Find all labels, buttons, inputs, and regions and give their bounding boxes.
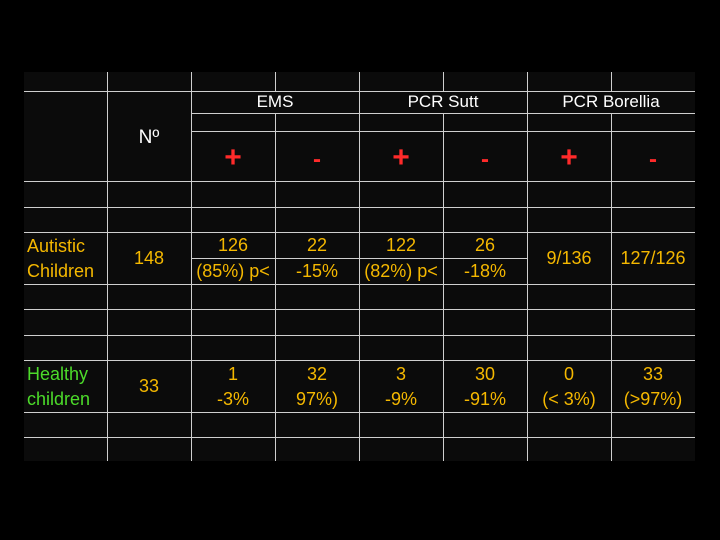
healthy-ems-plus: 1 -3% xyxy=(191,361,275,412)
row-label-healthy: Healthy children xyxy=(24,362,110,412)
healthy-ems-plus-count: 1 xyxy=(227,363,238,384)
vline xyxy=(443,114,444,461)
hline xyxy=(24,284,695,285)
autistic-sutt-minus-count: 26 xyxy=(474,235,496,255)
hline xyxy=(24,309,695,310)
header-n: Nº xyxy=(138,127,160,148)
healthy-sutt-minus-count: 30 xyxy=(474,363,496,384)
hline xyxy=(24,412,695,413)
autistic-ems-minus-count: 22 xyxy=(306,235,328,255)
healthy-borellia-minus: 33 (>97%) xyxy=(611,361,695,412)
ems-minus-sign: - xyxy=(313,146,321,173)
healthy-sutt-plus-pct: -9% xyxy=(384,388,417,409)
autistic-borellia-minus: 127/126 xyxy=(620,248,686,268)
healthy-sutt-minus: 30 -91% xyxy=(443,361,527,412)
vline xyxy=(611,72,612,91)
hline xyxy=(191,113,695,114)
hline xyxy=(24,437,695,438)
healthy-borellia-plus-count: 0 xyxy=(563,363,574,384)
sutt-minus-sign: - xyxy=(481,146,489,173)
borellia-plus-sign: + xyxy=(560,141,578,174)
borellia-minus-sign: - xyxy=(649,146,657,173)
hline xyxy=(24,335,695,336)
vline xyxy=(527,72,528,461)
healthy-borellia-minus-pct: (>97%) xyxy=(623,388,683,409)
header-pcr-borellia: PCR Borellia xyxy=(562,92,660,111)
hline xyxy=(24,207,695,208)
vline xyxy=(191,72,192,461)
healthy-ems-minus: 32 97%) xyxy=(275,361,359,412)
autistic-ems-plus-pct: (85%) p< xyxy=(196,261,270,281)
header-ems: EMS xyxy=(256,92,294,111)
autistic-ems-plus-count: 126 xyxy=(217,235,249,255)
healthy-borellia-plus-pct: (< 3%) xyxy=(542,388,596,409)
vline xyxy=(359,72,360,461)
vline xyxy=(275,114,276,461)
hline xyxy=(191,258,527,259)
healthy-sutt-plus: 3 -9% xyxy=(359,361,443,412)
autistic-n: 148 xyxy=(133,248,165,268)
vline xyxy=(611,114,612,461)
healthy-ems-minus-pct: 97%) xyxy=(295,388,339,409)
hline xyxy=(24,181,695,182)
hline xyxy=(24,232,695,233)
ems-plus-sign: + xyxy=(224,141,242,174)
hline xyxy=(24,360,695,361)
row-label-autistic: Autistic Children xyxy=(24,234,110,284)
autistic-sutt-plus-pct: (82%) p< xyxy=(364,261,438,281)
header-pcr-sutt: PCR Sutt xyxy=(407,92,479,111)
healthy-n: 33 xyxy=(138,376,160,396)
hline xyxy=(191,131,695,132)
row-label-healthy-line2: children xyxy=(27,389,91,409)
row-label-autistic-line2: Children xyxy=(27,261,95,281)
healthy-ems-minus-count: 32 xyxy=(306,363,328,384)
sutt-plus-sign: + xyxy=(392,141,410,174)
healthy-borellia-plus: 0 (< 3%) xyxy=(527,361,611,412)
autistic-sutt-plus-count: 122 xyxy=(385,235,417,255)
healthy-sutt-minus-pct: -91% xyxy=(463,388,507,409)
autistic-ems-minus-pct: -15% xyxy=(295,261,339,281)
healthy-borellia-minus-count: 33 xyxy=(642,363,664,384)
healthy-sutt-plus-count: 3 xyxy=(395,363,406,384)
autistic-borellia-plus: 9/136 xyxy=(546,248,592,268)
vline xyxy=(443,72,444,91)
row-label-autistic-line1: Autistic xyxy=(27,236,86,256)
hline xyxy=(24,91,695,92)
healthy-ems-plus-pct: -3% xyxy=(216,388,249,409)
autistic-sutt-minus-pct: -18% xyxy=(463,261,507,281)
vline xyxy=(107,72,108,461)
row-label-healthy-line1: Healthy xyxy=(27,364,89,384)
vline xyxy=(275,72,276,91)
